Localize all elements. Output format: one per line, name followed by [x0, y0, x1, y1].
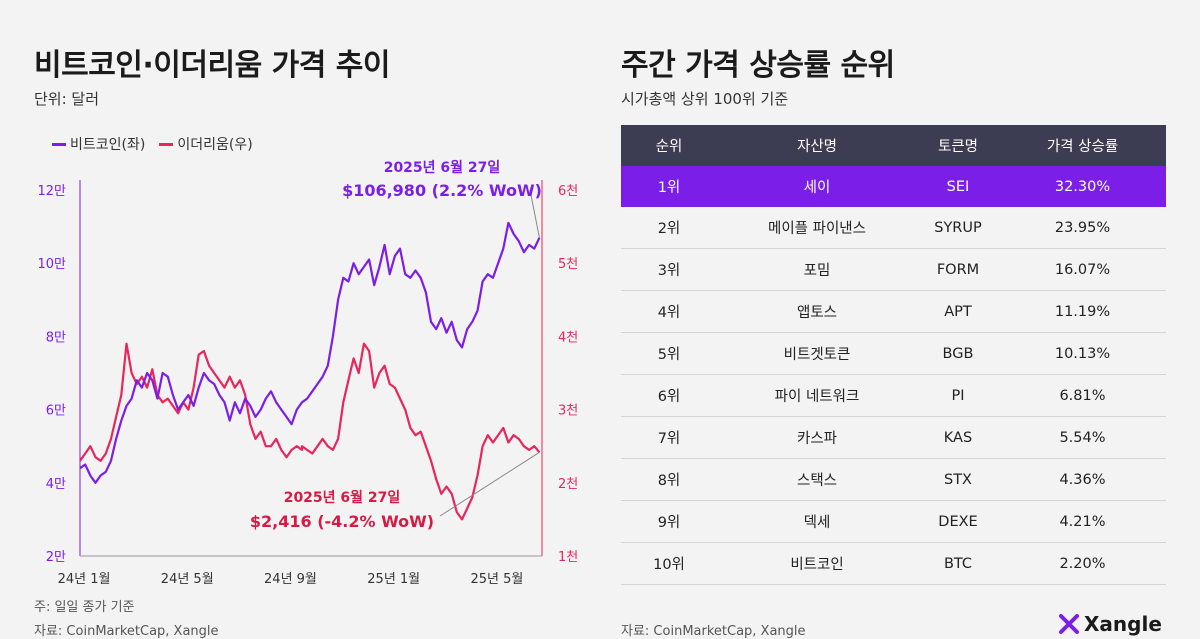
y-left-tick-label: 6만	[46, 404, 66, 419]
x-tick-label: 25년 1월	[367, 572, 420, 587]
cell-token: DEXE	[917, 500, 999, 543]
table-row: 1위 세이 SEI 32.30%	[621, 166, 1166, 207]
left-unit: 단위: 달러	[34, 90, 100, 108]
cell-rank: 10위	[621, 542, 717, 585]
legend-item-eth: 이더리움(우)	[159, 134, 253, 154]
cell-rank: 5위	[621, 332, 717, 375]
legend-label-btc: 비트코인(좌)	[70, 137, 146, 153]
y-left-tick-label: 12만	[37, 184, 66, 199]
cell-rank: 9위	[621, 500, 717, 543]
cell-asset: 덱세	[717, 500, 917, 543]
cell-change: 4.21%	[999, 500, 1166, 543]
eth-annotation-leader	[439, 451, 540, 517]
table-row: 8위 스택스 STX 4.36%	[621, 458, 1166, 501]
cell-rank: 1위	[621, 166, 717, 207]
cell-rank: 6위	[621, 374, 717, 417]
eth-annotation-date: 2025년 6월 27일	[284, 489, 401, 506]
cell-token: APT	[917, 290, 999, 333]
table-row: 9위 덱세 DEXE 4.21%	[621, 500, 1166, 543]
cell-asset: 앱토스	[717, 290, 917, 333]
cell-token: FORM	[917, 248, 999, 291]
cell-token: KAS	[917, 416, 999, 459]
x-tick-label: 24년 9월	[264, 572, 317, 587]
y-right-tick-label: 3천	[558, 404, 578, 419]
cell-change: 32.30%	[999, 166, 1166, 207]
cell-rank: 2위	[621, 207, 717, 249]
right-title: 주간 가격 상승률 순위	[621, 48, 895, 83]
legend-label-eth: 이더리움(우)	[177, 137, 253, 153]
cell-change: 6.81%	[999, 374, 1166, 417]
cell-rank: 7위	[621, 416, 717, 459]
cell-asset: 파이 네트워크	[717, 374, 917, 417]
table-row: 4위 앱토스 APT 11.19%	[621, 290, 1166, 333]
col-header-change: 가격 상승률	[999, 125, 1166, 166]
cell-token: SYRUP	[917, 207, 999, 249]
cell-token: SEI	[917, 166, 999, 207]
cell-token: STX	[917, 458, 999, 501]
x-tick-label: 24년 1월	[58, 572, 111, 587]
table-row: 5위 비트겟토큰 BGB 10.13%	[621, 332, 1166, 375]
left-note: 주: 일일 종가 기준	[34, 600, 135, 615]
cell-token: PI	[917, 374, 999, 417]
y-right-tick-label: 2천	[558, 477, 578, 492]
cell-asset: 스택스	[717, 458, 917, 501]
btc-price-line	[79, 221, 541, 484]
left-title: 비트코인·이더리움 가격 추이	[34, 48, 391, 83]
xangle-logo-icon	[1059, 614, 1079, 634]
chart-legend: 비트코인(좌) 이더리움(우)	[52, 134, 253, 154]
cell-rank: 8위	[621, 458, 717, 501]
table-row: 3위 포밈 FORM 16.07%	[621, 248, 1166, 291]
table-body: 1위 세이 SEI 32.30% 2위 메이플 파이낸스 SYRUP 23.95% 3위 포밈 FO…	[621, 166, 1166, 585]
y-left-tick-label: 2만	[46, 550, 66, 565]
col-header-rank: 순위	[621, 125, 717, 166]
table-row: 2위 메이플 파이낸스 SYRUP 23.95%	[621, 207, 1166, 249]
cell-change: 23.95%	[999, 207, 1166, 249]
cell-change: 10.13%	[999, 332, 1166, 375]
eth-annotation-value: $2,416 (-4.2% WoW)	[250, 512, 434, 531]
cell-change: 5.54%	[999, 416, 1166, 459]
cell-rank: 3위	[621, 248, 717, 291]
y-right-tick-label: 1천	[558, 550, 578, 565]
cell-change: 11.19%	[999, 290, 1166, 333]
price-line-chart: 2만 4만 6만 8만 10만 12만 1천 2천 3천 4천 5천 6천 24년 1월 24년 5월 24…	[37, 159, 578, 587]
xangle-logo: Xangle	[1058, 612, 1162, 636]
table-row: 7위 카스파 KAS 5.54%	[621, 416, 1166, 459]
cell-token: BGB	[917, 332, 999, 375]
col-header-token: 토큰명	[917, 125, 999, 166]
y-right-tick-label: 5천	[558, 257, 578, 272]
col-header-asset: 자산명	[717, 125, 917, 166]
x-tick-label: 25년 5월	[471, 572, 524, 587]
legend-swatch-eth	[159, 142, 174, 146]
btc-annotation-value: $106,980 (2.2% WoW)	[342, 181, 542, 200]
cell-asset: 카스파	[717, 416, 917, 459]
legend-swatch-btc	[52, 142, 66, 146]
y-left-tick-label: 10만	[37, 257, 66, 272]
logo-text: Xangle	[1084, 612, 1162, 636]
x-tick-label: 24년 5월	[161, 572, 214, 587]
table-row: 6위 파이 네트워크 PI 6.81%	[621, 374, 1166, 417]
cell-token: BTC	[917, 542, 999, 585]
btc-annotation-date: 2025년 6월 27일	[384, 159, 501, 176]
cell-asset: 세이	[717, 166, 917, 207]
cell-asset: 포밈	[717, 248, 917, 291]
cell-rank: 4위	[621, 290, 717, 333]
ranking-table: 순위 자산명 토큰명 가격 상승률 1위 세이 SEI 32.30% 2위 메이플 파이낸…	[621, 125, 1166, 585]
cell-asset: 비트코인	[717, 542, 917, 585]
y-left-tick-label: 4만	[46, 477, 66, 492]
table-header-row: 순위 자산명 토큰명 가격 상승률	[621, 125, 1166, 166]
y-left-tick-label: 8만	[46, 330, 66, 345]
table-row: 10위 비트코인 BTC 2.20%	[621, 542, 1166, 585]
y-right-tick-label: 6천	[558, 184, 578, 199]
cell-asset: 메이플 파이낸스	[717, 207, 917, 249]
cell-change: 2.20%	[999, 542, 1166, 585]
right-subtitle: 시가총액 상위 100위 기준	[621, 90, 789, 108]
cell-change: 4.36%	[999, 458, 1166, 501]
legend-item-btc: 비트코인(좌)	[52, 134, 145, 154]
y-right-tick-label: 4천	[558, 330, 578, 345]
cell-asset: 비트겟토큰	[717, 332, 917, 375]
btc-annotation-leader	[529, 189, 540, 238]
cell-change: 16.07%	[999, 248, 1166, 291]
